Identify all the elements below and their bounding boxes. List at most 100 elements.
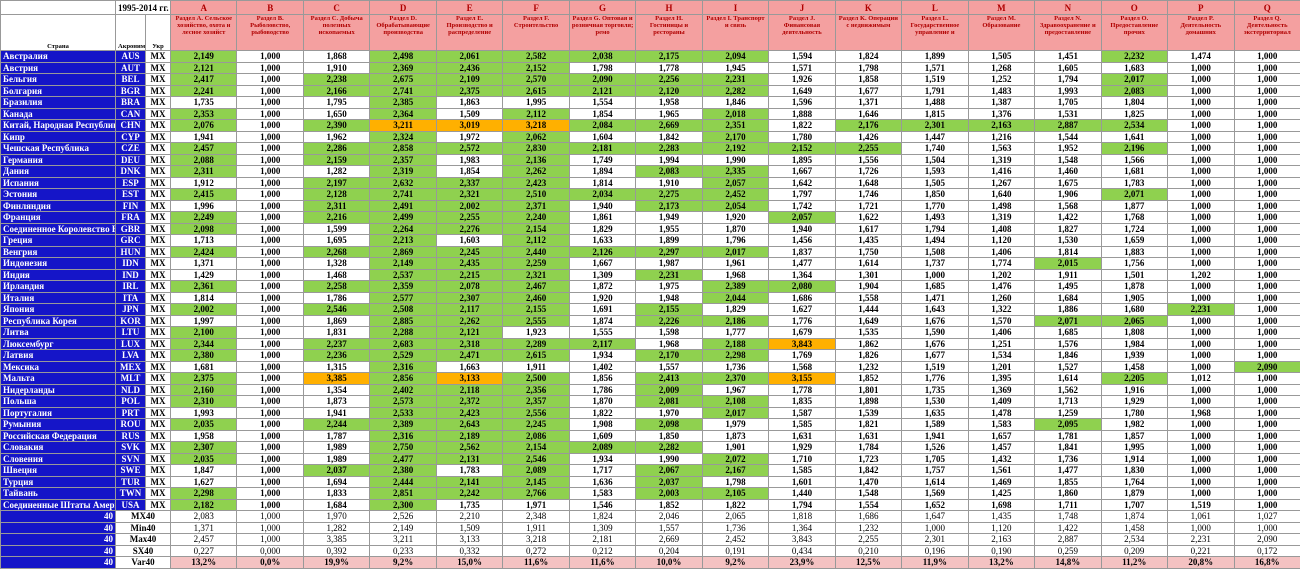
value-cell[interactable]: 2,457 <box>169 142 238 155</box>
value-cell[interactable]: 1,756 <box>1100 257 1169 270</box>
value-cell[interactable]: 2,491 <box>369 199 437 212</box>
value-cell[interactable]: 2,118 <box>435 383 504 396</box>
section-header[interactable]: Раздел O. Предоставление прочих <box>1100 14 1169 51</box>
value-cell[interactable]: 1,888 <box>768 107 836 120</box>
value-cell[interactable]: 2,258 <box>302 280 371 293</box>
stat-label[interactable]: Max40 <box>115 533 171 546</box>
value-cell[interactable]: 1,376 <box>967 107 1036 120</box>
ukr[interactable]: МХ <box>145 498 171 511</box>
value-cell[interactable]: 1,842 <box>635 130 703 143</box>
value-cell[interactable]: 1,870 <box>568 395 637 408</box>
ukr[interactable]: МХ <box>145 61 171 74</box>
value-cell[interactable]: 2,389 <box>701 280 770 293</box>
value-cell[interactable]: 1,568 <box>768 360 836 373</box>
value-cell[interactable]: 1,216 <box>967 130 1036 143</box>
value-cell[interactable]: 1,000 <box>236 234 304 247</box>
value-cell[interactable]: 1,677 <box>901 349 969 362</box>
value-cell[interactable]: 2,196 <box>1100 142 1169 155</box>
value-cell[interactable]: 2,149 <box>169 50 238 63</box>
value-cell[interactable]: 1,000 <box>1167 452 1235 465</box>
value-cell[interactable]: 1,000 <box>1167 119 1235 132</box>
value-cell[interactable]: 1,548 <box>1034 153 1102 166</box>
value-cell[interactable]: 2,136 <box>502 153 570 166</box>
value-cell[interactable]: 1,764 <box>1100 475 1169 488</box>
value-cell[interactable]: 2,044 <box>701 291 770 304</box>
value-cell[interactable]: 1,000 <box>1167 337 1235 350</box>
value-cell[interactable]: 1,926 <box>768 73 836 86</box>
country-name[interactable]: Румыния <box>0 418 116 431</box>
value-cell[interactable]: 1,895 <box>768 153 836 166</box>
value-cell[interactable]: 1,911 <box>1034 268 1102 281</box>
value-cell[interactable]: 1,783 <box>435 464 504 477</box>
value-cell[interactable]: 1,488 <box>901 96 969 109</box>
value-cell[interactable]: 2,321 <box>502 268 570 281</box>
value-cell[interactable]: 1,684 <box>1034 291 1102 304</box>
value-cell[interactable]: 1,975 <box>635 280 703 293</box>
value-cell[interactable]: 2,282 <box>701 84 770 97</box>
value-cell[interactable]: 1,614 <box>1034 372 1102 385</box>
value-cell[interactable]: 1,713 <box>1034 395 1102 408</box>
value-cell[interactable]: 1,941 <box>169 130 238 143</box>
value-cell[interactable]: 2,357 <box>369 153 437 166</box>
section-header[interactable]: Раздел F. Строительство <box>502 14 570 51</box>
value-cell[interactable]: 1,724 <box>1100 222 1169 235</box>
value-cell[interactable]: 2,887 <box>1034 119 1102 132</box>
value-cell[interactable]: 1,997 <box>169 314 238 327</box>
value-cell[interactable]: 1,601 <box>768 475 836 488</box>
stat-value[interactable]: 0,0% <box>236 556 304 569</box>
value-cell[interactable]: 1,686 <box>768 291 836 304</box>
value-cell[interactable]: 1,562 <box>1034 383 1102 396</box>
value-cell[interactable]: 2,370 <box>701 372 770 385</box>
value-cell[interactable]: 2,307 <box>435 291 504 304</box>
value-cell[interactable]: 1,695 <box>302 234 371 247</box>
value-cell[interactable]: 2,072 <box>701 452 770 465</box>
value-cell[interactable]: 2,264 <box>369 222 437 235</box>
ukr[interactable]: МХ <box>145 245 171 258</box>
value-cell[interactable]: 1,955 <box>635 222 703 235</box>
section-header[interactable]: Раздел E. Производство и распределение <box>435 14 504 51</box>
stat-value[interactable]: 3,133 <box>435 533 504 546</box>
value-cell[interactable]: 1,000 <box>236 441 304 454</box>
stat-value[interactable]: 1,818 <box>768 510 836 523</box>
value-cell[interactable]: 1,000 <box>1233 395 1300 408</box>
ukr[interactable]: МХ <box>145 291 171 304</box>
value-cell[interactable]: 1,590 <box>901 326 969 339</box>
value-cell[interactable]: 2,499 <box>369 211 437 224</box>
value-cell[interactable]: 1,000 <box>1167 245 1235 258</box>
value-cell[interactable]: 1,737 <box>901 257 969 270</box>
value-cell[interactable]: 2,009 <box>635 383 703 396</box>
value-cell[interactable]: 2,615 <box>502 349 570 362</box>
value-cell[interactable]: 2,035 <box>169 418 238 431</box>
value-cell[interactable]: 1,681 <box>1100 165 1169 178</box>
value-cell[interactable]: 1,786 <box>302 291 371 304</box>
value-cell[interactable]: 1,000 <box>1233 153 1300 166</box>
value-cell[interactable]: 2,213 <box>369 234 437 247</box>
value-cell[interactable]: 1,000 <box>236 303 304 316</box>
value-cell[interactable]: 1,778 <box>768 383 836 396</box>
stat-value[interactable]: 0,172 <box>1233 544 1300 557</box>
section-header[interactable]: Раздел D. Обрабатывающие производства <box>369 14 437 51</box>
value-cell[interactable]: 1,519 <box>901 360 969 373</box>
value-cell[interactable]: 2,529 <box>369 349 437 362</box>
stat-value[interactable]: 2,231 <box>1167 533 1235 546</box>
stat-value[interactable]: 10,0% <box>635 556 703 569</box>
value-cell[interactable]: 2,037 <box>635 475 703 488</box>
value-cell[interactable]: 1,416 <box>967 165 1036 178</box>
value-cell[interactable]: 1,000 <box>1233 487 1300 500</box>
value-cell[interactable]: 2,546 <box>502 452 570 465</box>
value-cell[interactable]: 2,311 <box>302 199 371 212</box>
stat-value[interactable]: 19,9% <box>302 556 371 569</box>
stat-value[interactable]: 0,210 <box>834 544 903 557</box>
value-cell[interactable]: 1,570 <box>967 314 1036 327</box>
value-cell[interactable]: 1,268 <box>967 61 1036 74</box>
value-cell[interactable]: 2,034 <box>568 188 637 201</box>
value-cell[interactable]: 2,371 <box>502 199 570 212</box>
ukr[interactable]: МХ <box>145 268 171 281</box>
value-cell[interactable]: 2,288 <box>369 326 437 339</box>
value-cell[interactable]: 2,301 <box>901 119 969 132</box>
value-cell[interactable]: 1,000 <box>1233 452 1300 465</box>
value-cell[interactable]: 1,000 <box>1233 165 1300 178</box>
stat-value[interactable]: 2,887 <box>1034 533 1102 546</box>
column-letter[interactable]: L <box>901 0 969 15</box>
value-cell[interactable]: 1,000 <box>236 314 304 327</box>
